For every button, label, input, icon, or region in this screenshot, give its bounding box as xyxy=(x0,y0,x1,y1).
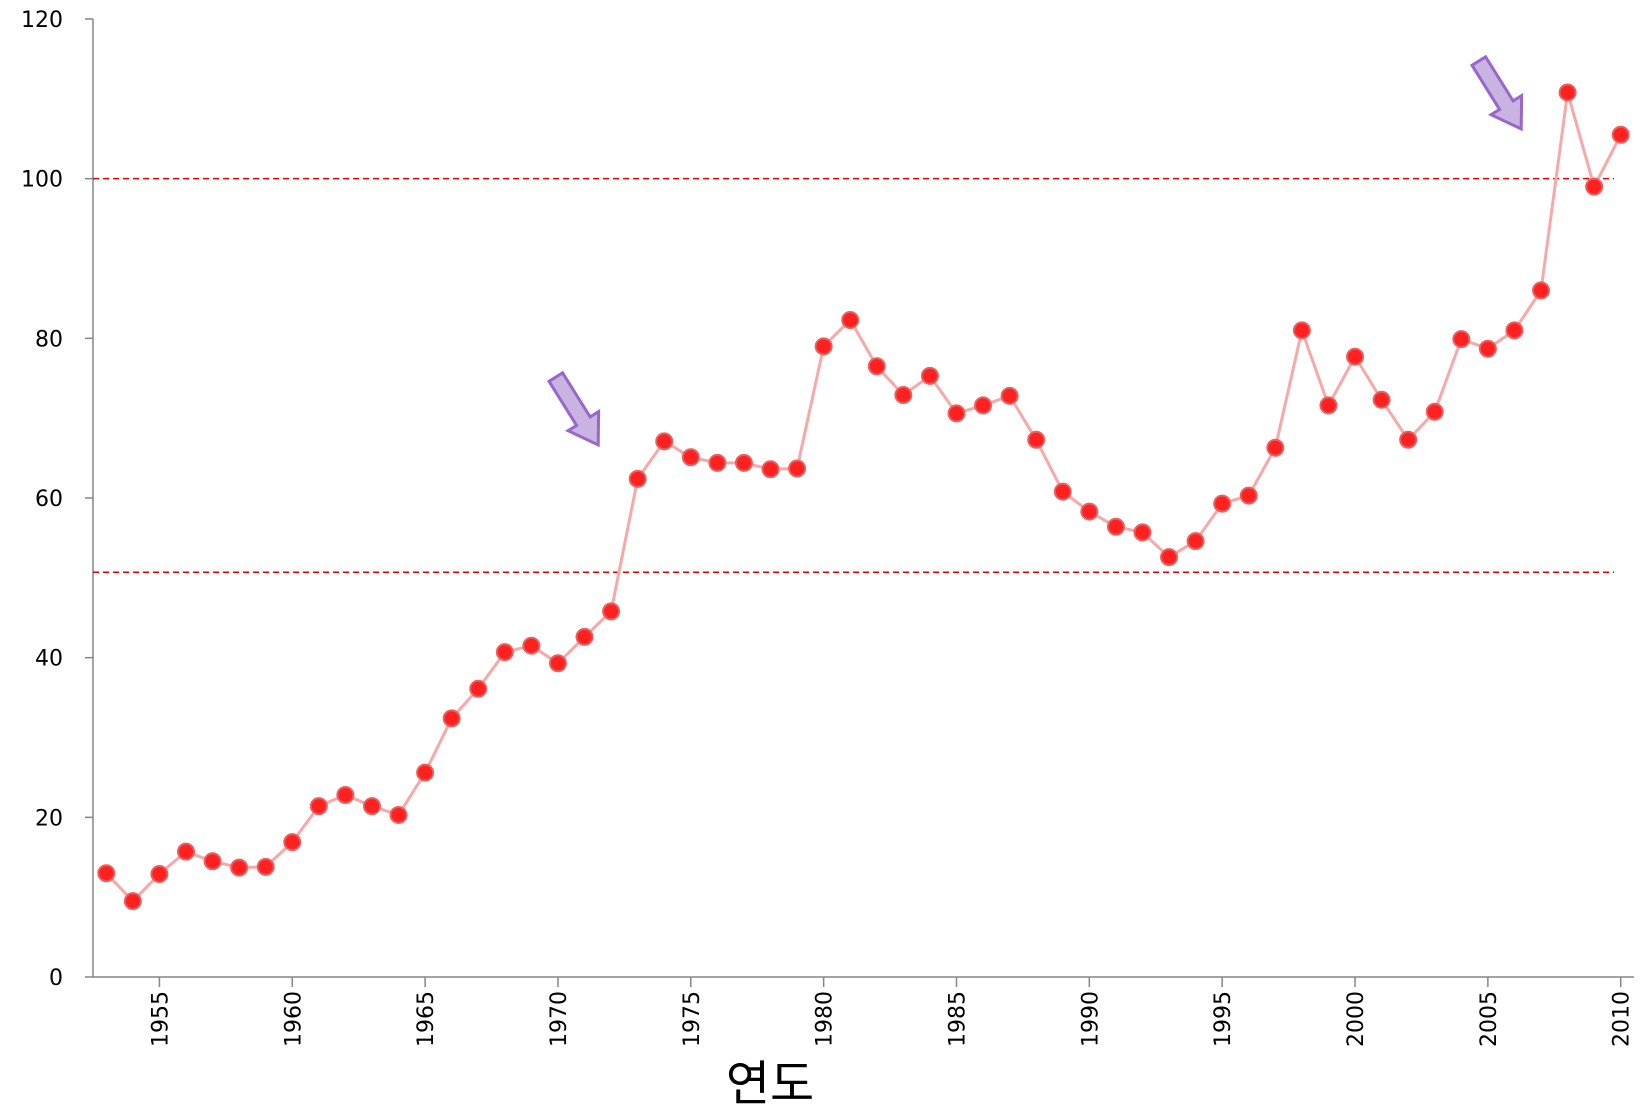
data-line xyxy=(105,92,1623,904)
data-point xyxy=(548,654,567,673)
y-tick-label: 40 xyxy=(35,647,63,672)
x-tick-label: 1960 xyxy=(281,991,306,1047)
x-tick-label: 1965 xyxy=(414,991,439,1047)
data-point xyxy=(1133,523,1152,542)
x-tick-label: 1985 xyxy=(945,991,970,1047)
data-point xyxy=(1160,548,1179,567)
data-point xyxy=(1478,339,1497,358)
data-point xyxy=(894,386,913,405)
x-tick-label: 2010 xyxy=(1610,991,1635,1047)
x-tick-label: 1955 xyxy=(148,991,173,1047)
y-tick-label: 80 xyxy=(35,327,63,352)
data-point xyxy=(814,337,833,356)
x-tick-label: 1975 xyxy=(680,991,705,1047)
data-point xyxy=(1319,396,1338,415)
y-tick-label: 20 xyxy=(35,806,63,831)
data-point xyxy=(761,460,780,479)
data-point xyxy=(920,366,939,385)
data-point xyxy=(362,797,381,816)
data-point xyxy=(628,469,647,488)
data-point xyxy=(1106,517,1125,536)
data-point xyxy=(495,643,514,662)
data-point xyxy=(734,453,753,472)
data-point xyxy=(1585,177,1604,196)
x-tick-label: 2005 xyxy=(1477,991,1502,1047)
data-point xyxy=(575,627,594,646)
y-tick-label: 100 xyxy=(21,168,63,193)
data-point xyxy=(841,310,860,329)
data-point xyxy=(522,636,541,655)
data-point xyxy=(1346,347,1365,366)
data-point xyxy=(1266,438,1285,457)
annotation-arrow xyxy=(1469,54,1524,132)
x-axis-label: 연도 xyxy=(726,1056,814,1112)
data-point xyxy=(283,833,302,852)
data-point xyxy=(1558,83,1577,102)
x-tick-label: 1980 xyxy=(813,991,838,1047)
data-point xyxy=(123,892,142,911)
data-point xyxy=(681,448,700,467)
data-point xyxy=(1186,532,1205,551)
data-point xyxy=(947,404,966,423)
data-point xyxy=(788,459,807,478)
x-tick-label: 1990 xyxy=(1078,991,1103,1047)
data-point xyxy=(867,357,886,376)
data-point xyxy=(708,453,727,472)
data-point xyxy=(1611,125,1630,144)
annotation-arrow xyxy=(546,370,601,448)
data-point xyxy=(974,396,993,415)
data-point xyxy=(230,858,249,877)
data-point xyxy=(1452,330,1471,349)
y-tick-label: 0 xyxy=(49,966,63,991)
data-point xyxy=(469,679,488,698)
data-point xyxy=(1505,321,1524,340)
data-point xyxy=(203,852,222,871)
data-point xyxy=(1239,486,1258,505)
data-point xyxy=(389,805,408,824)
y-tick-label: 120 xyxy=(21,8,63,33)
data-point xyxy=(1080,502,1099,521)
data-point xyxy=(1292,321,1311,340)
data-point xyxy=(416,763,435,782)
data-point xyxy=(1027,430,1046,449)
data-point xyxy=(602,602,621,621)
data-point xyxy=(1372,390,1391,409)
x-tick-label: 1995 xyxy=(1211,991,1236,1047)
data-point xyxy=(655,432,674,451)
data-point xyxy=(1425,402,1444,421)
data-point xyxy=(97,864,116,883)
data-point xyxy=(442,709,461,728)
data-point xyxy=(309,797,328,816)
data-point xyxy=(1000,386,1019,405)
x-tick-label: 1970 xyxy=(547,991,572,1047)
y-tick-label: 60 xyxy=(35,487,63,512)
data-point xyxy=(1532,281,1551,300)
x-tick-label: 2000 xyxy=(1344,991,1369,1047)
data-point xyxy=(1213,494,1232,513)
data-point xyxy=(150,865,169,884)
data-point xyxy=(336,785,355,804)
data-point xyxy=(1399,430,1418,449)
data-point xyxy=(1053,482,1072,501)
data-point xyxy=(256,857,275,876)
data-point xyxy=(176,842,195,861)
